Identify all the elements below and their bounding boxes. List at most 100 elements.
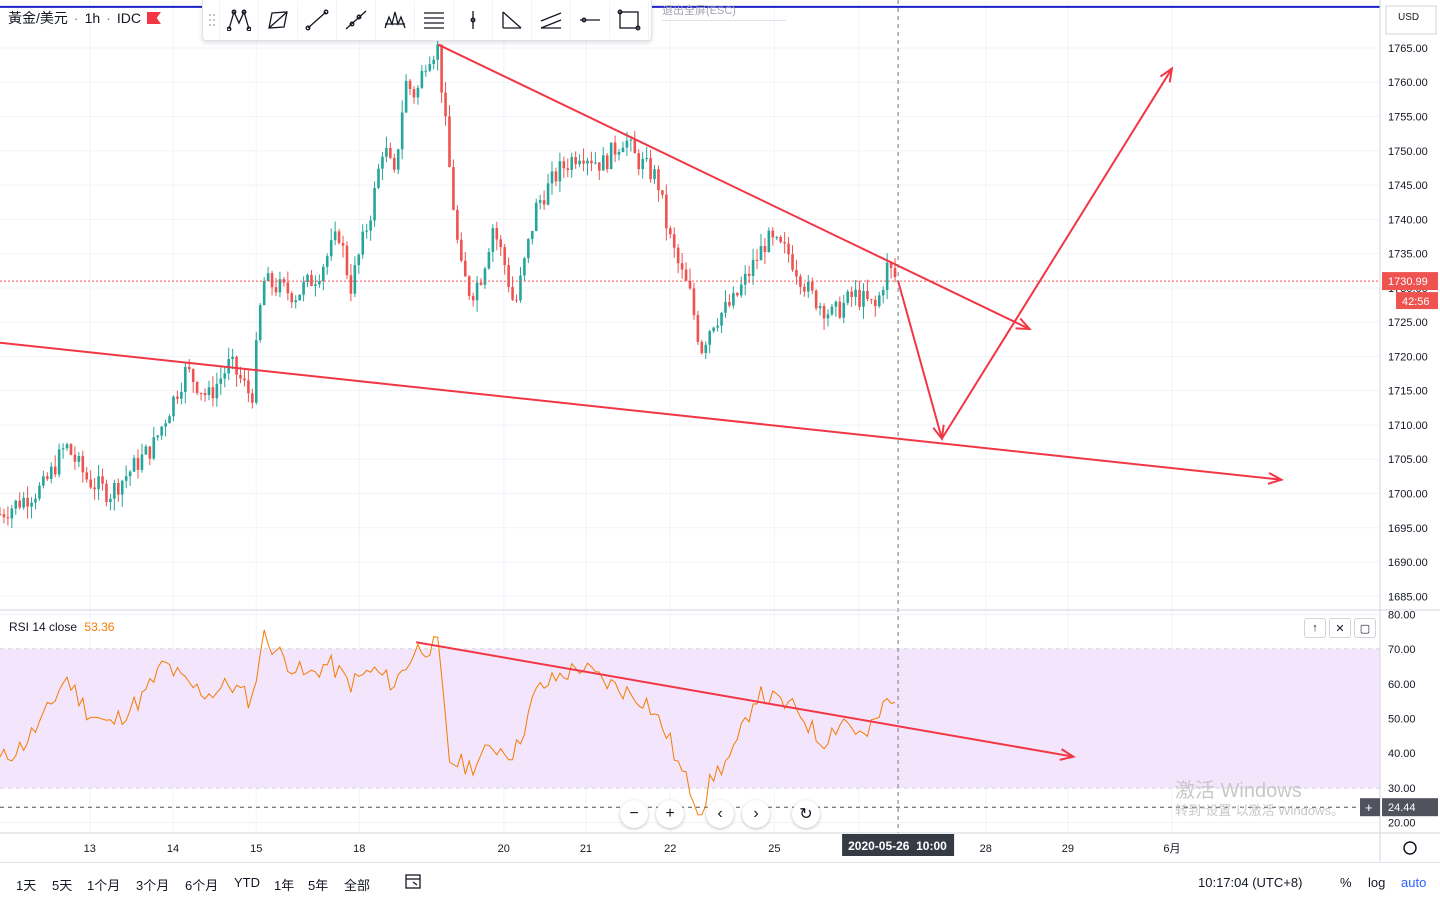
- vertical-line-icon[interactable]: [454, 1, 493, 39]
- upper-trendline-head: [1015, 317, 1032, 331]
- candle-body: [881, 289, 885, 296]
- candle-body: [144, 446, 148, 455]
- flag-icon[interactable]: [146, 12, 161, 24]
- move-up-icon[interactable]: ↑: [1304, 618, 1326, 638]
- grid: [0, 0, 1380, 833]
- candle-body: [57, 449, 61, 475]
- candle-body: [554, 171, 558, 182]
- range-ytd[interactable]: YTD: [234, 875, 260, 890]
- price-tick-label: 1715.00: [1388, 386, 1428, 398]
- candle-body: [81, 456, 85, 473]
- candle-body: [456, 209, 459, 240]
- rsi-tick-label: 80.00: [1388, 609, 1416, 621]
- candle-body: [14, 500, 18, 509]
- xabcd-pattern-icon[interactable]: [220, 1, 259, 39]
- exit-fullscreen-hint[interactable]: 退出全屏(ESC): [662, 2, 786, 21]
- price-tick-label: 1705.00: [1388, 454, 1428, 466]
- candle-body: [373, 187, 376, 221]
- candle-body: [736, 292, 739, 296]
- drag-handle-icon[interactable]: [205, 1, 220, 39]
- horizontal-ray-icon[interactable]: [571, 1, 610, 39]
- scroll-left-icon[interactable]: ‹: [706, 800, 734, 828]
- candle-body: [621, 147, 625, 153]
- candle-body: [680, 263, 684, 270]
- projected-rally-shaft: [941, 68, 1173, 440]
- price-tick-label: 1765.00: [1388, 43, 1428, 55]
- candle-body: [432, 59, 436, 65]
- candle-body: [692, 288, 696, 316]
- candle-body: [846, 291, 850, 303]
- candle-body: [97, 476, 100, 490]
- range-1y[interactable]: 1年: [274, 878, 295, 893]
- x-tick-label: 29: [1062, 843, 1074, 855]
- rsi-trendline-shaft: [416, 641, 1074, 758]
- reset-icon[interactable]: ↻: [792, 800, 820, 828]
- candle-body: [803, 286, 806, 292]
- x-tick-label: 28: [980, 843, 992, 855]
- candle-body: [377, 168, 380, 188]
- rectangle-icon[interactable]: [610, 1, 649, 39]
- price-tick-label: 1745.00: [1388, 180, 1428, 192]
- candle-body: [392, 157, 396, 170]
- range-6m[interactable]: 6个月: [185, 878, 219, 893]
- trend-line-icon[interactable]: [298, 1, 337, 39]
- ray-icon[interactable]: [337, 1, 376, 39]
- candle-body: [124, 476, 128, 481]
- crosshair-time: 10:00: [916, 839, 947, 853]
- close-icon[interactable]: ✕: [1329, 618, 1351, 638]
- rsi-tick-label: 30.00: [1388, 783, 1416, 795]
- price-tags: 1730.99 42:56 USD 24.44 +2020-05-26 10:00: [842, 5, 1438, 856]
- candle-body: [676, 247, 680, 264]
- symbol-source: IDC: [116, 10, 141, 26]
- percent-toggle[interactable]: %: [1340, 875, 1352, 890]
- zoom-in-icon[interactable]: +: [656, 800, 684, 828]
- symbol-legend[interactable]: 黃金/美元 · 1h · IDC: [8, 8, 161, 28]
- candle-body: [116, 483, 120, 495]
- range-1m[interactable]: 1个月: [87, 878, 121, 893]
- rectangle-pattern-icon[interactable]: [259, 1, 298, 39]
- price-tick-label: 1720.00: [1388, 351, 1428, 363]
- range-all[interactable]: 全部: [344, 878, 371, 893]
- range-5d[interactable]: 5天: [52, 878, 73, 893]
- candle-body: [333, 231, 337, 241]
- candle-body: [160, 426, 163, 436]
- scroll-right-icon[interactable]: ›: [742, 800, 770, 828]
- price-tick-label: 1740.00: [1388, 214, 1428, 226]
- range-5y[interactable]: 5年: [308, 878, 329, 893]
- candle-body: [247, 380, 250, 394]
- date-range-icon[interactable]: [404, 872, 422, 893]
- candle-body: [290, 293, 294, 303]
- candle-body: [661, 190, 664, 195]
- axes: 13 14 15 18 20 21 22 25 28 29 6月 1685.00 1690.00 1695…: [0, 0, 1440, 862]
- candle-body: [22, 497, 25, 508]
- candle-body: [318, 281, 321, 285]
- candle-body: [239, 374, 242, 379]
- maximize-icon[interactable]: ▢: [1354, 618, 1376, 638]
- candle-body: [404, 80, 408, 113]
- candle-body: [870, 299, 873, 301]
- price-tick-label: 1735.00: [1388, 249, 1428, 261]
- zoom-out-icon[interactable]: −: [620, 800, 648, 828]
- range-1d[interactable]: 1天: [16, 878, 37, 893]
- candle-body: [625, 140, 629, 148]
- projected-rally-head: [1159, 66, 1174, 83]
- rsi-trendline: [416, 641, 1076, 761]
- candle-body: [365, 230, 368, 232]
- candle-body: [885, 262, 889, 290]
- auto-toggle[interactable]: auto: [1401, 875, 1427, 890]
- log-toggle[interactable]: log: [1368, 875, 1386, 890]
- parallel-channel-icon[interactable]: [532, 1, 571, 39]
- clock[interactable]: 10:17:04 (UTC+8): [1198, 875, 1303, 890]
- fan-icon[interactable]: [493, 1, 532, 39]
- candle-body: [369, 220, 372, 231]
- countdown-tag: [1396, 292, 1438, 310]
- range-3m[interactable]: 3个月: [136, 878, 170, 893]
- horizontal-lines-icon[interactable]: [415, 1, 454, 39]
- x-tick-label: 20: [498, 843, 510, 855]
- candle-body: [704, 344, 708, 354]
- candle-body: [613, 142, 617, 155]
- head-shoulders-icon[interactable]: [376, 1, 415, 39]
- candle-body: [806, 281, 810, 292]
- candle-body: [471, 295, 475, 301]
